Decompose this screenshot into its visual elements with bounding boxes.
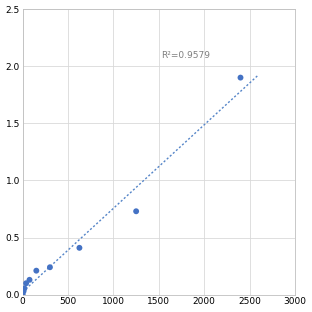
Point [21,289,26,294]
Point [24,281,29,286]
Point [20,292,25,297]
Point [22,286,27,291]
Point [27,277,32,282]
Point [134,209,139,214]
Point [238,75,243,80]
Point [47,265,52,270]
Point [77,245,82,250]
Point [34,268,39,273]
Text: R²=0.9579: R²=0.9579 [162,51,211,60]
